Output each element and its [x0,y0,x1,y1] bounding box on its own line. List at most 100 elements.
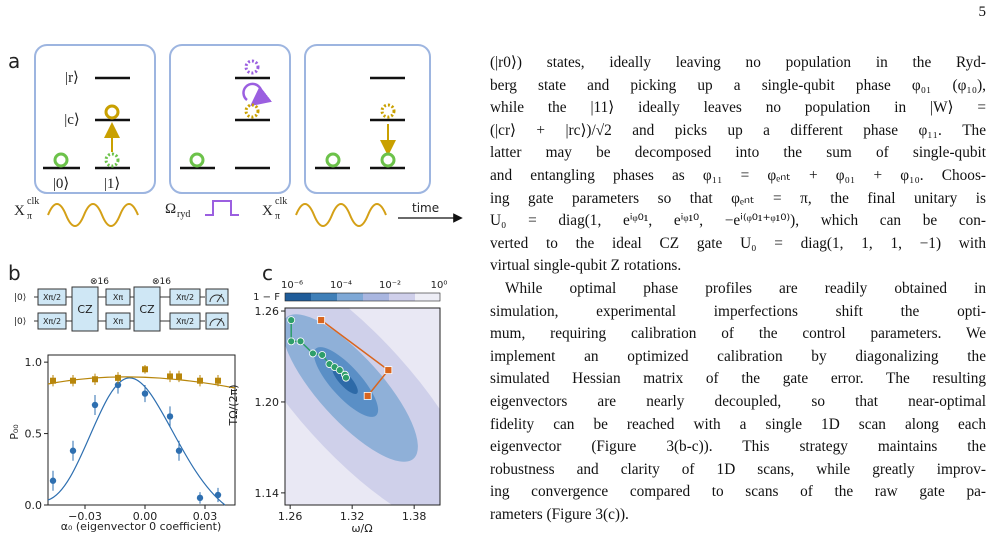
colorbar-label: 10⁻⁶ [281,280,303,291]
gate-label: Xπ/2 [43,317,61,326]
gates [37,286,229,332]
data-point [50,377,56,384]
pulse-label: X [262,203,273,219]
gate-label: Xπ/2 [176,317,194,326]
text-column: (|r0⟩) states, ideally leaving no popula… [490,52,986,526]
text-line: While optimal phase profiles are readily… [505,279,986,297]
y-tick-label: 1.20 [255,396,280,409]
panel-label: c [262,261,273,285]
gate-labels: |0⟩ |0⟩ Xπ/2 Xπ/2 CZ Xπ Xπ CZ Xπ/2 Xπ/2 … [14,277,194,327]
state-boxes [34,44,431,194]
y-tick-label: 0.0 [25,499,43,512]
data-point [215,377,221,384]
data-point [176,373,182,380]
text-line: simulation, experimental imperfections s… [490,302,986,320]
colorbar-title: 1 − F [253,292,280,303]
repeat-label: ⊗16 [90,277,109,287]
fit-curve [47,376,236,389]
colorbar [284,292,441,302]
data-point [167,373,173,380]
gate-label: Xπ [113,293,123,302]
page-number: 5 [978,4,987,20]
pulses [47,200,463,227]
atoms [53,59,396,168]
data-point [287,316,296,325]
text-line: eigenvector (Figure 3(b-c)). This strate… [490,438,986,456]
plot-frame [284,307,441,506]
text-line: U₀ = diag(1, eⁱᵠ⁰¹, eⁱᵠ¹⁰, −eⁱ⁽ᵠ⁰¹⁺ᵠ¹⁰⁾)… [490,212,986,230]
text-line: virtual single-qubit Z rotations. [490,257,682,275]
data-point [141,390,149,397]
x-tick-label: 1.26 [278,510,303,523]
fit-curve [47,377,226,506]
pulse-label: X [14,203,25,219]
gate-label: |0⟩ [14,293,26,303]
data-point [175,447,183,454]
text-line: rameters (Figure 3(c)). [490,505,629,523]
gate-label: Xπ/2 [176,293,194,302]
text-line: while the |11⟩ ideally leaves no populat… [490,99,986,117]
x-tick-label: −0.03 [68,510,102,523]
data-point [363,391,372,400]
text-line: simulated Hessian matrix of the gate err… [490,370,986,388]
text-line: eigenvectors are nearly decoupled, so th… [490,392,986,410]
pulse-label: Ω [165,201,176,217]
pulse-label: π [27,211,32,222]
y-tick-label: 1.26 [255,305,280,318]
pulse-labels: X clk π Ω ryd X clk π time [14,196,439,222]
y-axis-label: P₀₀ [8,424,21,440]
text-line: (|cr⟩ + |rc⟩)/√2 and picks up a differen… [490,121,986,139]
text-line: (|r0⟩) states, ideally leaving no popula… [490,54,986,71]
time-label: time [412,201,439,215]
text-line: latter may be decomposed into the sum of… [490,144,986,162]
pulse-label: π [275,211,280,222]
colorbar-label: 10⁻⁴ [330,280,352,291]
y-tick-label: 1.14 [255,487,280,500]
data-point [196,494,204,502]
data-point [317,316,326,325]
text-line: and entangling phases as φ₁₁ = φₑₙₜ + φ₀… [490,166,986,184]
text-line: fidelity can be reached with a single 1D… [490,415,986,433]
data-point [197,377,203,384]
y-tick-label: 0.5 [25,428,43,441]
level-label: |c⟩ [64,112,80,128]
data-point [214,491,222,499]
energy-levels [43,76,405,170]
data-point [296,337,305,346]
gate-label: CZ [77,303,93,316]
gate-label: CZ [139,303,155,316]
colorbar-label: 10⁻² [379,280,401,291]
repeat-label: ⊗16 [152,277,171,287]
data-point [318,351,327,359]
level-label: |r⟩ [65,70,79,86]
x-tick-label: 0.03 [193,510,218,523]
y-axis-label: TΩ/(2π) [227,384,240,426]
text-line: berg state and picking up a single-qubit… [490,76,986,94]
data-point [142,366,148,373]
data-point [308,349,317,358]
gate-label: |0⟩ [14,317,26,327]
text-line: robustness and clarity of 1D scans, whil… [490,460,986,478]
x-tick-label: 1.38 [402,510,427,523]
data-point [92,376,98,383]
x-axis-label: α₀ (eigenvector 0 coefficient) [61,520,222,533]
data-point [91,401,99,409]
pulse-label: ryd [177,209,190,220]
y-tick-label: 1.0 [25,356,43,369]
data-point [69,447,77,454]
data-point [335,366,344,375]
data-point [49,477,57,484]
text-line: ing convergence compared to scans of the… [490,483,986,501]
data-point [114,381,122,389]
level-label: |1⟩ [104,176,120,192]
data-point [166,413,174,420]
pulse-label: clk [275,196,287,207]
data-point [70,377,76,384]
level-label: |0⟩ [53,176,69,192]
figure: a |r⟩ |c⟩ |0⟩ |1⟩ X clk π Ω ryd X clk [8,44,463,535]
data-point [342,373,350,382]
colorbar-label: 10⁰ [431,280,448,291]
x-axis-label: ω/Ω [351,522,372,535]
data-point [115,374,121,381]
